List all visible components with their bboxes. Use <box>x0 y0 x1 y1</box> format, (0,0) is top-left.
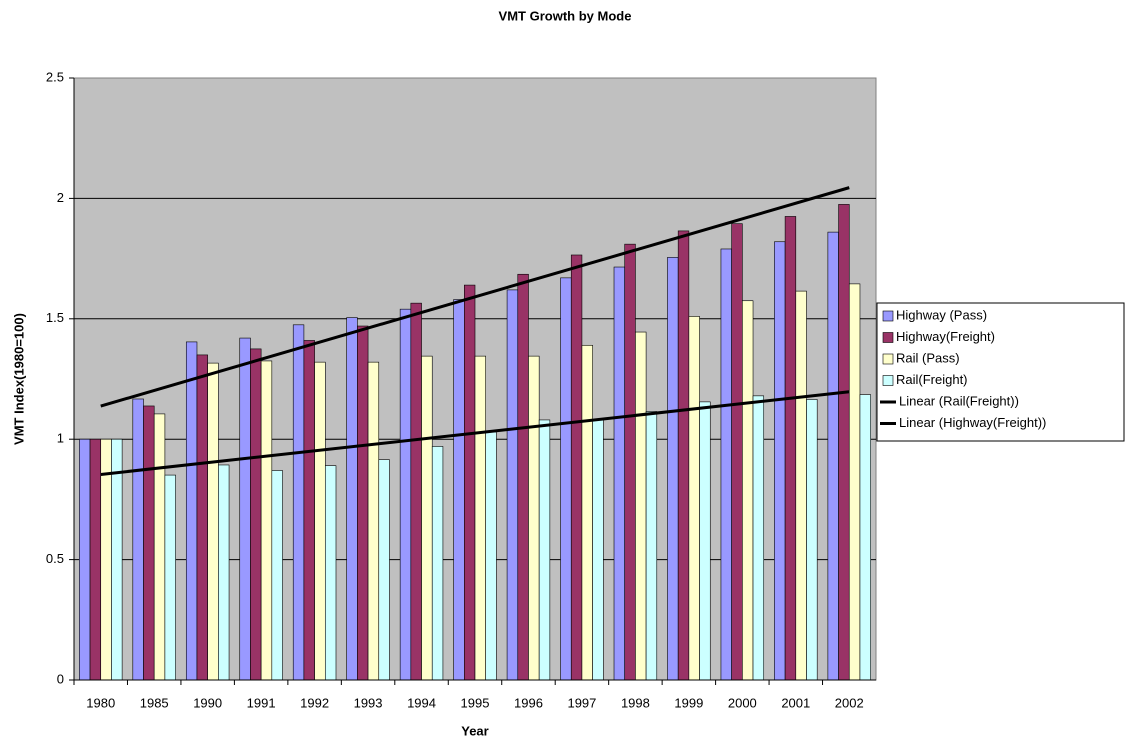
bar <box>624 243 636 681</box>
bar <box>324 465 337 681</box>
bar <box>346 317 358 681</box>
bar <box>752 395 765 681</box>
bar <box>357 325 369 681</box>
bar <box>410 302 422 681</box>
legend-label: Linear (Rail(Freight)) <box>899 393 1019 408</box>
bar <box>784 216 797 681</box>
bar <box>635 331 647 681</box>
bar <box>795 290 807 681</box>
bar <box>89 438 102 681</box>
bar <box>731 223 743 681</box>
bar <box>196 354 208 681</box>
bar <box>806 399 818 681</box>
y-tick-label: 0.5 <box>46 551 64 566</box>
bar <box>79 438 91 681</box>
bar <box>538 419 551 681</box>
x-tick-label: 1992 <box>300 695 329 710</box>
bar <box>218 464 230 681</box>
bar <box>720 248 732 681</box>
legend-label: Highway(Freight) <box>896 329 995 344</box>
bar <box>111 438 123 681</box>
bar <box>592 419 604 681</box>
bar <box>474 355 486 681</box>
bar <box>143 405 155 681</box>
bar <box>485 431 497 681</box>
legend-swatch <box>882 310 894 322</box>
bar <box>838 204 850 681</box>
bar <box>645 411 658 681</box>
bar <box>453 299 465 681</box>
x-tick-label: 1996 <box>514 695 543 710</box>
y-tick-label: 1.5 <box>46 310 64 325</box>
bar <box>581 344 593 681</box>
bar <box>303 340 315 681</box>
x-tick-label: 2002 <box>835 695 864 710</box>
bar <box>271 470 283 681</box>
bar <box>560 277 572 681</box>
bar <box>667 257 679 681</box>
bar <box>378 459 390 681</box>
bar <box>774 241 786 681</box>
bar <box>250 348 262 681</box>
x-tick-label: 1995 <box>461 695 490 710</box>
bar <box>848 283 861 681</box>
bar <box>742 300 754 681</box>
bar <box>185 341 198 681</box>
legend-swatch <box>882 353 894 365</box>
x-tick-label: 2001 <box>781 695 810 710</box>
x-tick-label: 1997 <box>567 695 596 710</box>
bar <box>260 360 273 681</box>
y-axis-title: VMT Index(1980=100) <box>11 313 26 445</box>
legend-swatch <box>882 332 894 343</box>
x-tick-label: 2000 <box>728 695 757 710</box>
legend-swatch <box>882 375 894 386</box>
bar <box>528 355 540 681</box>
legend-label: Rail(Freight) <box>896 372 968 387</box>
bar <box>570 254 583 681</box>
legend-label: Rail (Pass) <box>896 350 960 365</box>
x-tick-label: 1990 <box>193 695 222 710</box>
bar <box>677 230 690 681</box>
bar <box>421 355 433 681</box>
bar <box>239 337 251 681</box>
x-tick-label: 1994 <box>407 695 436 710</box>
y-tick-label: 0 <box>57 671 64 686</box>
bar <box>688 316 700 681</box>
bar <box>132 398 144 681</box>
legend-label: Linear (Highway(Freight)) <box>899 415 1046 430</box>
x-tick-label: 1985 <box>140 695 169 710</box>
bar <box>699 401 711 681</box>
x-tick-label: 1991 <box>247 695 276 710</box>
chart-title: VMT Growth by Mode <box>499 8 632 23</box>
bar <box>292 324 305 681</box>
y-tick-label: 2.5 <box>46 69 64 84</box>
bar <box>431 446 444 681</box>
bar <box>367 361 380 681</box>
bar <box>314 361 326 681</box>
bar <box>207 362 219 681</box>
bar <box>859 394 871 681</box>
trend-line <box>100 186 850 408</box>
x-axis-title: Year <box>461 723 488 738</box>
y-tick-label: 1 <box>57 431 64 446</box>
x-tick-label: 1980 <box>86 695 115 710</box>
bar <box>613 266 626 681</box>
bar <box>153 413 166 681</box>
x-tick-label: 1993 <box>354 695 383 710</box>
y-tick-label: 2 <box>57 190 64 205</box>
bar <box>517 273 529 681</box>
bar <box>399 308 412 681</box>
legend-label: Highway (Pass) <box>896 307 987 322</box>
bar <box>164 474 176 681</box>
bar <box>827 231 839 681</box>
bar <box>506 289 519 681</box>
x-tick-label: 1999 <box>674 695 703 710</box>
legend-box <box>876 302 1125 442</box>
x-tick-label: 1998 <box>621 695 650 710</box>
bar <box>464 284 476 681</box>
trend-line <box>100 390 850 476</box>
